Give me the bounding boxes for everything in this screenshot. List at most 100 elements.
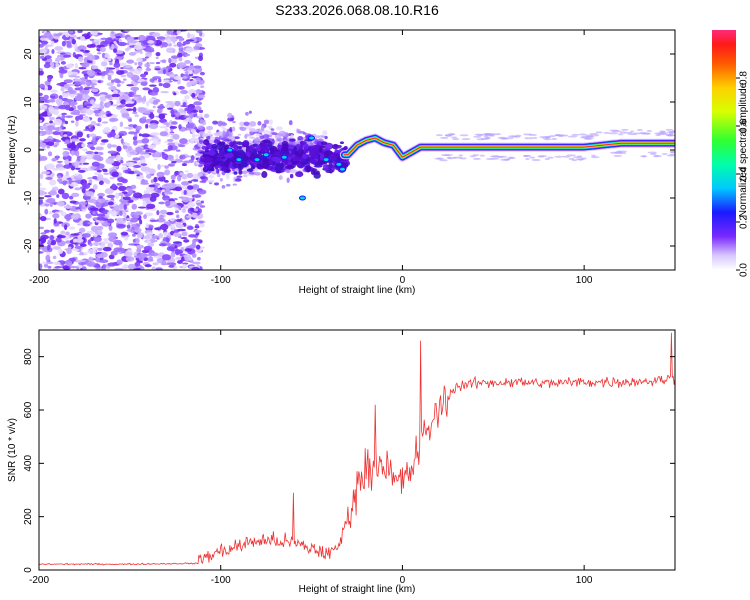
spectral-blob xyxy=(133,96,138,101)
spectral-blob xyxy=(208,174,215,179)
spectral-blob xyxy=(70,213,80,220)
spectral-blob xyxy=(72,135,78,139)
spectral-blob xyxy=(168,264,175,268)
spectral-blob xyxy=(237,145,243,150)
spectral-blob xyxy=(621,128,629,131)
spectral-blob xyxy=(86,81,92,87)
spectral-blob xyxy=(116,83,121,88)
spectral-blob xyxy=(188,65,195,71)
spectral-blob xyxy=(132,136,138,141)
spectral-blob xyxy=(97,247,103,251)
spectral-blob xyxy=(181,173,188,180)
spectral-blob xyxy=(61,112,67,116)
spectral-blob xyxy=(144,264,152,268)
spectral-blob xyxy=(93,103,101,109)
spectral-blob xyxy=(171,121,178,125)
spectral-blob xyxy=(469,155,476,158)
spectral-blob xyxy=(39,141,45,148)
spectral-blob xyxy=(590,156,600,159)
spectral-blob xyxy=(85,103,93,107)
spectral-blob xyxy=(278,175,283,181)
spectral-blob xyxy=(666,131,675,134)
spectral-blob xyxy=(289,168,298,174)
spectral-blob xyxy=(109,176,115,180)
spectral-blob xyxy=(80,36,86,41)
colorbar-gradient xyxy=(712,30,736,270)
spectral-blob xyxy=(190,138,195,144)
spectral-blob xyxy=(136,68,144,72)
spectral-blob xyxy=(68,90,76,95)
spectral-blob xyxy=(329,165,335,173)
spectral-blob xyxy=(90,120,97,126)
spectral-blob xyxy=(91,88,99,93)
spectral-blob xyxy=(263,119,270,125)
spectral-blob xyxy=(324,135,328,140)
spectral-blob xyxy=(153,151,161,158)
colorbar-tick-label: 0.0 xyxy=(739,263,750,277)
spectral-blob xyxy=(309,159,317,164)
spectral-blob xyxy=(43,229,51,234)
spectrogram-marks xyxy=(39,30,675,270)
spectral-blob xyxy=(595,131,603,134)
spectral-blob xyxy=(40,215,47,222)
spectral-ridge xyxy=(343,137,675,158)
spectral-blob xyxy=(133,88,137,95)
spectral-blob xyxy=(149,219,159,222)
spectral-blob xyxy=(303,143,310,150)
spectral-blob xyxy=(44,203,50,207)
spectral-blob xyxy=(181,256,185,262)
spectral-blob xyxy=(54,211,63,214)
spectral-blob xyxy=(54,60,59,64)
spectral-blob xyxy=(96,197,106,204)
spectral-blob xyxy=(191,267,200,270)
spectral-blob xyxy=(110,210,118,217)
spectral-blob xyxy=(295,171,304,178)
spectral-blob xyxy=(206,135,211,140)
spectral-blob xyxy=(52,213,60,219)
spectral-blob xyxy=(145,170,150,175)
spectral-blob xyxy=(84,50,90,53)
snr-x-axis: -200 -100 0 100 xyxy=(29,330,593,586)
spectral-blob xyxy=(201,145,208,150)
spectral-blob xyxy=(92,184,98,190)
spectral-blob xyxy=(155,56,159,60)
spectral-blob xyxy=(584,137,592,140)
spectral-blob xyxy=(322,130,328,136)
spectral-blob xyxy=(50,229,55,233)
spectral-blob xyxy=(150,252,159,257)
spectral-blob xyxy=(330,152,335,160)
spectral-blob xyxy=(494,133,502,136)
spectral-blob xyxy=(193,45,200,50)
spectral-blob xyxy=(242,157,247,164)
spectral-blob xyxy=(188,200,193,203)
spectral-blob xyxy=(39,187,47,191)
spectral-blob xyxy=(62,233,70,240)
spectral-blob xyxy=(185,47,194,53)
spectral-blob xyxy=(39,155,48,161)
spectral-blob xyxy=(175,149,181,152)
spectral-blob xyxy=(70,120,75,123)
spectral-blob xyxy=(77,56,84,62)
spectral-blob xyxy=(92,247,99,250)
spectral-blob xyxy=(169,62,177,68)
spectral-blob xyxy=(60,230,66,235)
spectral-blob xyxy=(554,134,561,137)
spectral-blob xyxy=(44,195,52,198)
spectral-blob xyxy=(223,145,228,153)
spectral-blob xyxy=(119,95,124,99)
spectral-blob xyxy=(206,157,214,162)
spectral-blob xyxy=(544,157,550,160)
spectral-blob xyxy=(260,125,265,131)
spectral-blob xyxy=(127,190,133,195)
spectral-blob xyxy=(293,151,298,155)
spectral-blob xyxy=(87,222,93,225)
spectral-blob xyxy=(177,52,183,58)
spectral-blob xyxy=(68,30,74,34)
spectral-blob xyxy=(533,136,538,139)
spectral-blob xyxy=(158,78,162,83)
spectral-blob xyxy=(158,175,166,182)
spectral-blob xyxy=(65,63,74,69)
spectral-blob xyxy=(505,137,514,140)
spectral-blob xyxy=(100,241,110,245)
spectral-blob xyxy=(135,146,143,153)
